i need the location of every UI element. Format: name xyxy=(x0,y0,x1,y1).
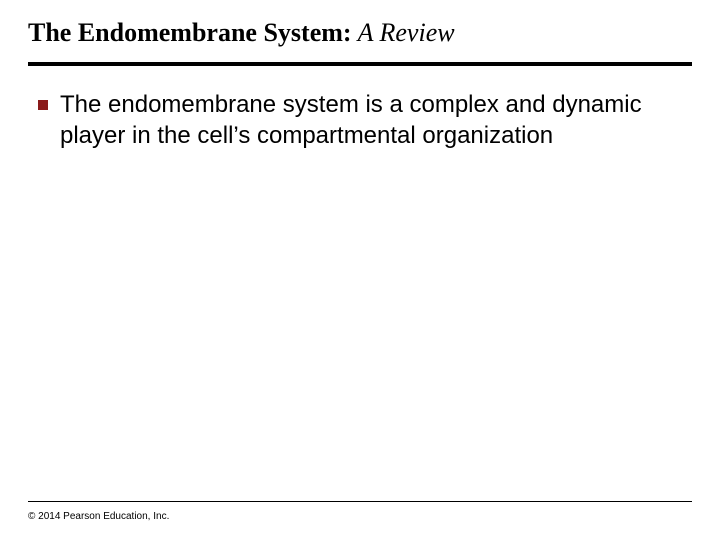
bullet-item: The endomembrane system is a complex and… xyxy=(38,90,662,151)
title-italic-part: A Review xyxy=(352,18,455,47)
title-underline-rule xyxy=(28,62,692,66)
copyright-text: © 2014 Pearson Education, Inc. xyxy=(28,511,169,522)
slide: The Endomembrane System: A Review The en… xyxy=(0,0,720,540)
content-area: The endomembrane system is a complex and… xyxy=(28,90,692,151)
slide-title: The Endomembrane System: A Review xyxy=(28,18,692,48)
title-bold-part: The Endomembrane System: xyxy=(28,18,352,47)
bullet-text: The endomembrane system is a complex and… xyxy=(60,90,662,151)
bullet-square-icon xyxy=(38,100,48,110)
footer-divider xyxy=(28,501,692,502)
